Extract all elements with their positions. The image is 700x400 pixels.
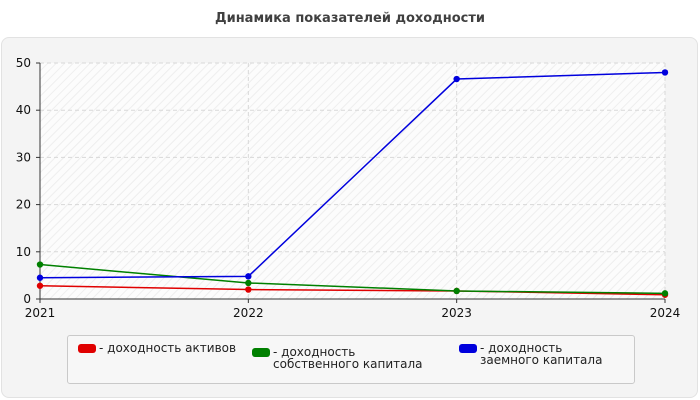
data-point <box>453 75 460 83</box>
legend-swatch-debt <box>459 344 477 353</box>
legend-label-assets: - доходность активов <box>99 341 237 355</box>
y-tick-label: 20 <box>16 198 31 212</box>
x-axis-ticks: 2021 2022 2023 2024 <box>25 299 681 320</box>
data-point <box>661 290 669 297</box>
legend-swatch-equity <box>252 348 270 357</box>
y-tick-label: 0 <box>23 292 31 306</box>
data-point <box>661 69 669 76</box>
gridlines <box>40 62 666 299</box>
chart-title: Динамика показателей доходности <box>215 11 485 26</box>
series-lines <box>36 69 669 298</box>
legend-swatch-assets <box>78 344 96 353</box>
series-line <box>39 71 666 279</box>
series-line <box>39 263 666 295</box>
legend-label-equity: - доходность собственного капитала <box>273 345 423 371</box>
plot-area <box>40 63 665 299</box>
axes <box>39 63 665 300</box>
data-point <box>36 274 44 281</box>
x-tick-label: 2022 <box>233 306 264 320</box>
data-point <box>36 261 44 268</box>
series-1 <box>36 261 669 297</box>
data-point <box>245 279 252 287</box>
data-point <box>245 273 252 280</box>
x-tick-label: 2024 <box>650 306 681 320</box>
x-tick-label: 2021 <box>25 306 56 320</box>
x-tick-label: 2023 <box>441 306 472 320</box>
y-tick-label: 10 <box>16 245 31 259</box>
series-2 <box>36 69 669 281</box>
data-point <box>36 282 44 289</box>
y-axis-ticks: 0 10 20 30 40 50 <box>16 56 40 306</box>
y-tick-label: 50 <box>16 56 31 70</box>
legend: - доходность активов - доходность собств… <box>67 335 635 384</box>
y-tick-label: 30 <box>16 150 31 164</box>
data-point <box>245 286 252 293</box>
legend-label-debt: - доходность заемного капитала <box>480 341 603 367</box>
data-point <box>453 287 460 295</box>
y-tick-label: 40 <box>16 103 31 117</box>
